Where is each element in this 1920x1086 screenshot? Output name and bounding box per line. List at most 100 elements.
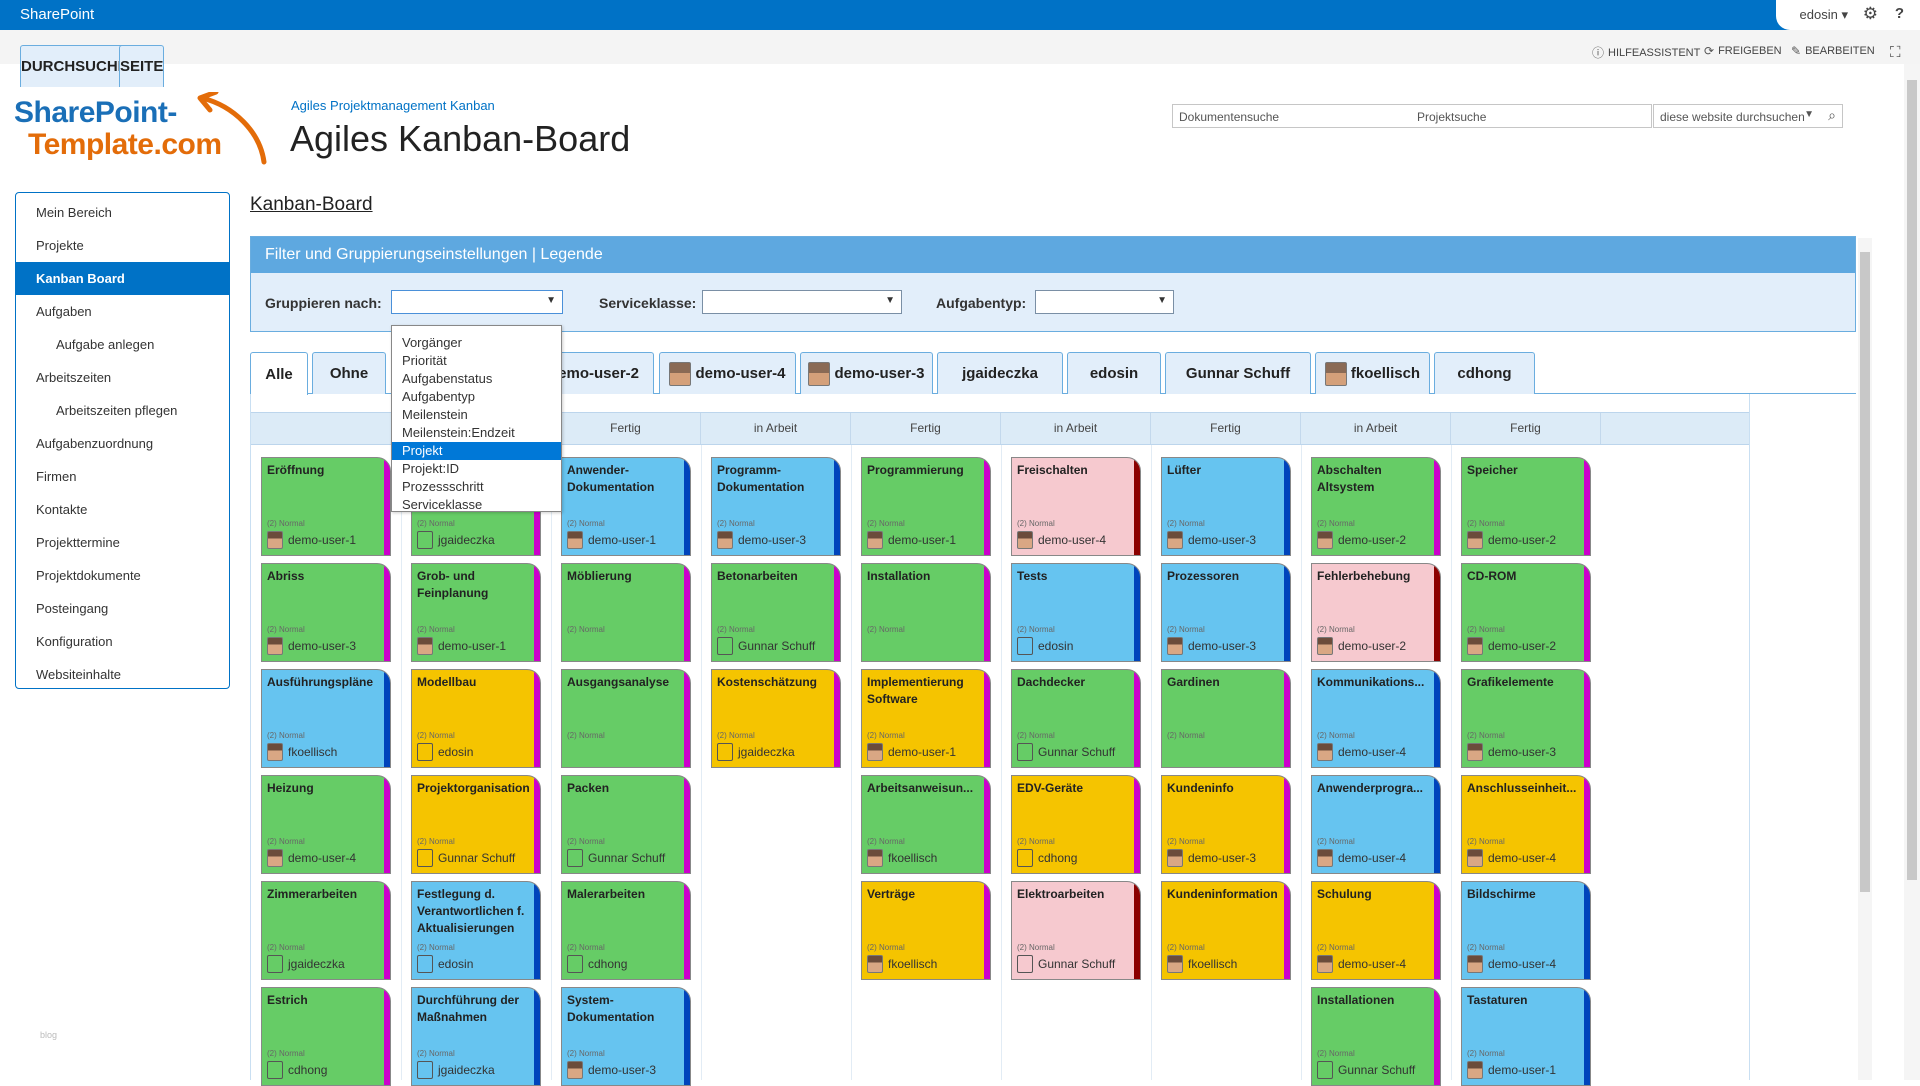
site-logo[interactable]: SharePoint- Template.com bbox=[14, 92, 267, 166]
dropdown-option[interactable]: Vorgänger bbox=[402, 335, 462, 350]
kanban-card[interactable]: Zimmerarbeiten (2) Normal jgaideczka bbox=[261, 881, 391, 980]
dropdown-option[interactable]: Priorität bbox=[402, 353, 447, 368]
kanban-card[interactable]: Grafikelemente (2) Normal demo-user-3 bbox=[1461, 669, 1591, 768]
edit-button[interactable]: ✎ BEARBEITEN bbox=[1791, 44, 1875, 58]
dropdown-option[interactable]: Meilenstein:Endzeit bbox=[402, 425, 515, 440]
tab-edosin[interactable]: edosin bbox=[1067, 352, 1161, 394]
scrollbar-thumb[interactable] bbox=[1860, 252, 1870, 892]
kanban-card[interactable]: Verträge (2) Normal fkoellisch bbox=[861, 881, 991, 980]
kanban-card[interactable]: Heizung (2) Normal demo-user-4 bbox=[261, 775, 391, 874]
kanban-card[interactable]: Festlegung d. Verantwortlichen f. Aktual… bbox=[411, 881, 541, 980]
kanban-card[interactable]: Kundeninfo (2) Normal demo-user-3 bbox=[1161, 775, 1291, 874]
nav-item[interactable]: Firmen bbox=[36, 469, 77, 484]
kanban-card[interactable]: Tastaturen (2) Normal demo-user-1 bbox=[1461, 987, 1591, 1086]
kanban-card[interactable]: Anschlusseinheit... (2) Normal demo-user-4 bbox=[1461, 775, 1591, 874]
focus-icon[interactable]: ⛶ bbox=[1890, 44, 1901, 61]
kanban-card[interactable]: Programmierung (2) Normal demo-user-1 bbox=[861, 457, 991, 556]
help-assistant-button[interactable]: ⓘ HILFEASSISTENT bbox=[1592, 44, 1700, 61]
service-class-select[interactable]: ▼ bbox=[702, 290, 902, 314]
kanban-card[interactable]: CD-ROM (2) Normal demo-user-2 bbox=[1461, 563, 1591, 662]
search-input[interactable]: diese website durchsuchen ▼ ⌕ bbox=[1653, 104, 1843, 128]
dropdown-option[interactable]: Prozessschritt bbox=[402, 479, 484, 494]
kanban-card[interactable]: Fehlerbehebung (2) Normal demo-user-2 bbox=[1311, 563, 1441, 662]
nav-item[interactable]: Arbeitszeiten pflegen bbox=[56, 403, 178, 418]
dropdown-option[interactable]: Aufgabentyp bbox=[402, 389, 476, 404]
nav-item[interactable]: Aufgabe anlegen bbox=[56, 337, 155, 352]
user-menu[interactable]: edosin ▾ bbox=[1799, 7, 1848, 22]
kanban-card[interactable]: Eröffnung (2) Normal demo-user-1 bbox=[261, 457, 391, 556]
nav-item[interactable]: Projekte bbox=[36, 238, 84, 253]
dropdown-option[interactable]: Aufgabenstatus bbox=[402, 371, 493, 386]
nav-item[interactable]: Projektdokumente bbox=[36, 568, 141, 583]
kanban-card[interactable]: Bildschirme (2) Normal demo-user-4 bbox=[1461, 881, 1591, 980]
search-icon[interactable]: ⌕ bbox=[1828, 107, 1836, 123]
filter-header[interactable]: Filter und Gruppierungseinstellungen | L… bbox=[251, 237, 1855, 273]
kanban-card[interactable]: Abriss (2) Normal demo-user-3 bbox=[261, 563, 391, 662]
kanban-card[interactable]: Implementierung Software (2) Normal demo-u… bbox=[861, 669, 991, 768]
kanban-card[interactable]: Malerarbeiten (2) Normal cdhong bbox=[561, 881, 691, 980]
kanban-card[interactable]: Kommunikations... (2) Normal demo-user-4 bbox=[1311, 669, 1441, 768]
tab-gunnar-schuff[interactable]: Gunnar Schuff bbox=[1165, 352, 1311, 394]
scope-documents[interactable]: Dokumentensuche bbox=[1179, 110, 1280, 124]
nav-item[interactable]: Posteingang bbox=[36, 601, 109, 616]
task-type-select[interactable]: ▼ bbox=[1035, 290, 1174, 314]
tab-fkoellisch[interactable]: fkoellisch bbox=[1315, 352, 1430, 394]
kanban-card[interactable]: Tests (2) Normal edosin bbox=[1011, 563, 1141, 662]
kanban-card[interactable]: Programm-Dokumentation (2) Normal demo-use… bbox=[711, 457, 841, 556]
kanban-card[interactable]: Modellbau (2) Normal edosin bbox=[411, 669, 541, 768]
kanban-card[interactable]: Projektorganisation (2) Normal Gunnar Schu… bbox=[411, 775, 541, 874]
kanban-card[interactable]: Anwenderprogra... (2) Normal demo-user-4 bbox=[1311, 775, 1441, 874]
tab-cdhong[interactable]: cdhong bbox=[1434, 352, 1535, 394]
share-button[interactable]: ⟳ FREIGEBEN bbox=[1704, 44, 1782, 58]
kanban-card[interactable]: Betonarbeiten (2) Normal Gunnar Schuff bbox=[711, 563, 841, 662]
nav-item[interactable]: Kanban Board bbox=[16, 262, 229, 295]
kanban-card[interactable]: Anwender-Dokumentation (2) Normal demo-use… bbox=[561, 457, 691, 556]
nav-item[interactable]: Kontakte bbox=[36, 502, 88, 517]
kanban-card[interactable]: Estrich (2) Normal cdhong bbox=[261, 987, 391, 1086]
kanban-card[interactable]: Grob- und Feinplanung (2) Normal demo-user… bbox=[411, 563, 541, 662]
kanban-card[interactable]: Arbeitsanweisun... (2) Normal fkoellisch bbox=[861, 775, 991, 874]
blog-link[interactable]: blog bbox=[40, 1030, 58, 1040]
kanban-card[interactable]: EDV-Geräte (2) Normal cdhong bbox=[1011, 775, 1141, 874]
kanban-card[interactable]: Speicher (2) Normal demo-user-2 bbox=[1461, 457, 1591, 556]
nav-item[interactable]: Arbeitszeiten bbox=[36, 370, 112, 385]
scrollbar-thumb[interactable] bbox=[1907, 80, 1917, 880]
nav-item[interactable]: Websiteinhalte bbox=[36, 667, 122, 682]
kanban-card[interactable]: Schulung (2) Normal demo-user-4 bbox=[1311, 881, 1441, 980]
kanban-card[interactable]: Durchführung der Maßnahmen (2) Normal jgai… bbox=[411, 987, 541, 1086]
kanban-card[interactable]: Installation (2) Normal bbox=[861, 563, 991, 662]
nav-item[interactable]: Aufgaben bbox=[36, 304, 92, 319]
kanban-card[interactable]: Dachdecker (2) Normal Gunnar Schuff bbox=[1011, 669, 1141, 768]
kanban-card[interactable]: Kostenschätzung (2) Normal jgaideczka bbox=[711, 669, 841, 768]
kanban-card[interactable]: Abschalten Altsystem (2) Normal demo-user-… bbox=[1311, 457, 1441, 556]
nav-item[interactable]: Aufgabenzuordnung bbox=[36, 436, 154, 451]
nav-item[interactable]: Konfiguration bbox=[36, 634, 113, 649]
kanban-card[interactable]: Möblierung (2) Normal bbox=[561, 563, 691, 662]
kanban-card[interactable]: Elektroarbeiten (2) Normal Gunnar Schuff bbox=[1011, 881, 1141, 980]
group-by-select[interactable]: ▼ bbox=[391, 290, 563, 314]
kanban-card[interactable]: Packen (2) Normal Gunnar Schuff bbox=[561, 775, 691, 874]
chevron-down-icon[interactable]: ▼ bbox=[1804, 109, 1814, 120]
kanban-card[interactable]: Kundeninformation (2) Normal fkoellisch bbox=[1161, 881, 1291, 980]
tab-demo-user-4[interactable]: demo-user-4 bbox=[659, 352, 796, 394]
tab-demo-user-3[interactable]: demo-user-3 bbox=[800, 352, 933, 394]
ribbon-tab-page[interactable]: SEITE bbox=[119, 45, 165, 87]
kanban-card[interactable]: Ausführungspläne (2) Normal fkoellisch bbox=[261, 669, 391, 768]
sharepoint-brand[interactable]: SharePoint bbox=[20, 6, 95, 23]
tab-ohne[interactable]: Ohne bbox=[312, 352, 386, 394]
page-scrollbar[interactable] bbox=[1904, 64, 1920, 1080]
kanban-card[interactable]: Installationen (2) Normal Gunnar Schuff bbox=[1311, 987, 1441, 1086]
breadcrumb[interactable]: Agiles Projektmanagement Kanban bbox=[291, 98, 495, 113]
gear-icon[interactable]: ⚙ bbox=[1862, 4, 1878, 23]
nav-item[interactable]: Mein Bereich bbox=[36, 205, 112, 220]
help-icon[interactable]: ? bbox=[1894, 5, 1904, 22]
kanban-card[interactable]: Freischalten (2) Normal demo-user-4 bbox=[1011, 457, 1141, 556]
nav-item[interactable]: Projekttermine bbox=[36, 535, 120, 550]
kanban-card[interactable]: Gardinen (2) Normal bbox=[1161, 669, 1291, 768]
kanban-card[interactable]: Lüfter (2) Normal demo-user-3 bbox=[1161, 457, 1291, 556]
tab-jgaideczka[interactable]: jgaideczka bbox=[937, 352, 1063, 394]
dropdown-option[interactable]: Serviceklasse bbox=[402, 497, 483, 512]
tab-alle[interactable]: Alle bbox=[250, 352, 308, 395]
dropdown-option[interactable]: Meilenstein bbox=[402, 407, 468, 422]
kanban-card[interactable]: Prozessoren (2) Normal demo-user-3 bbox=[1161, 563, 1291, 662]
